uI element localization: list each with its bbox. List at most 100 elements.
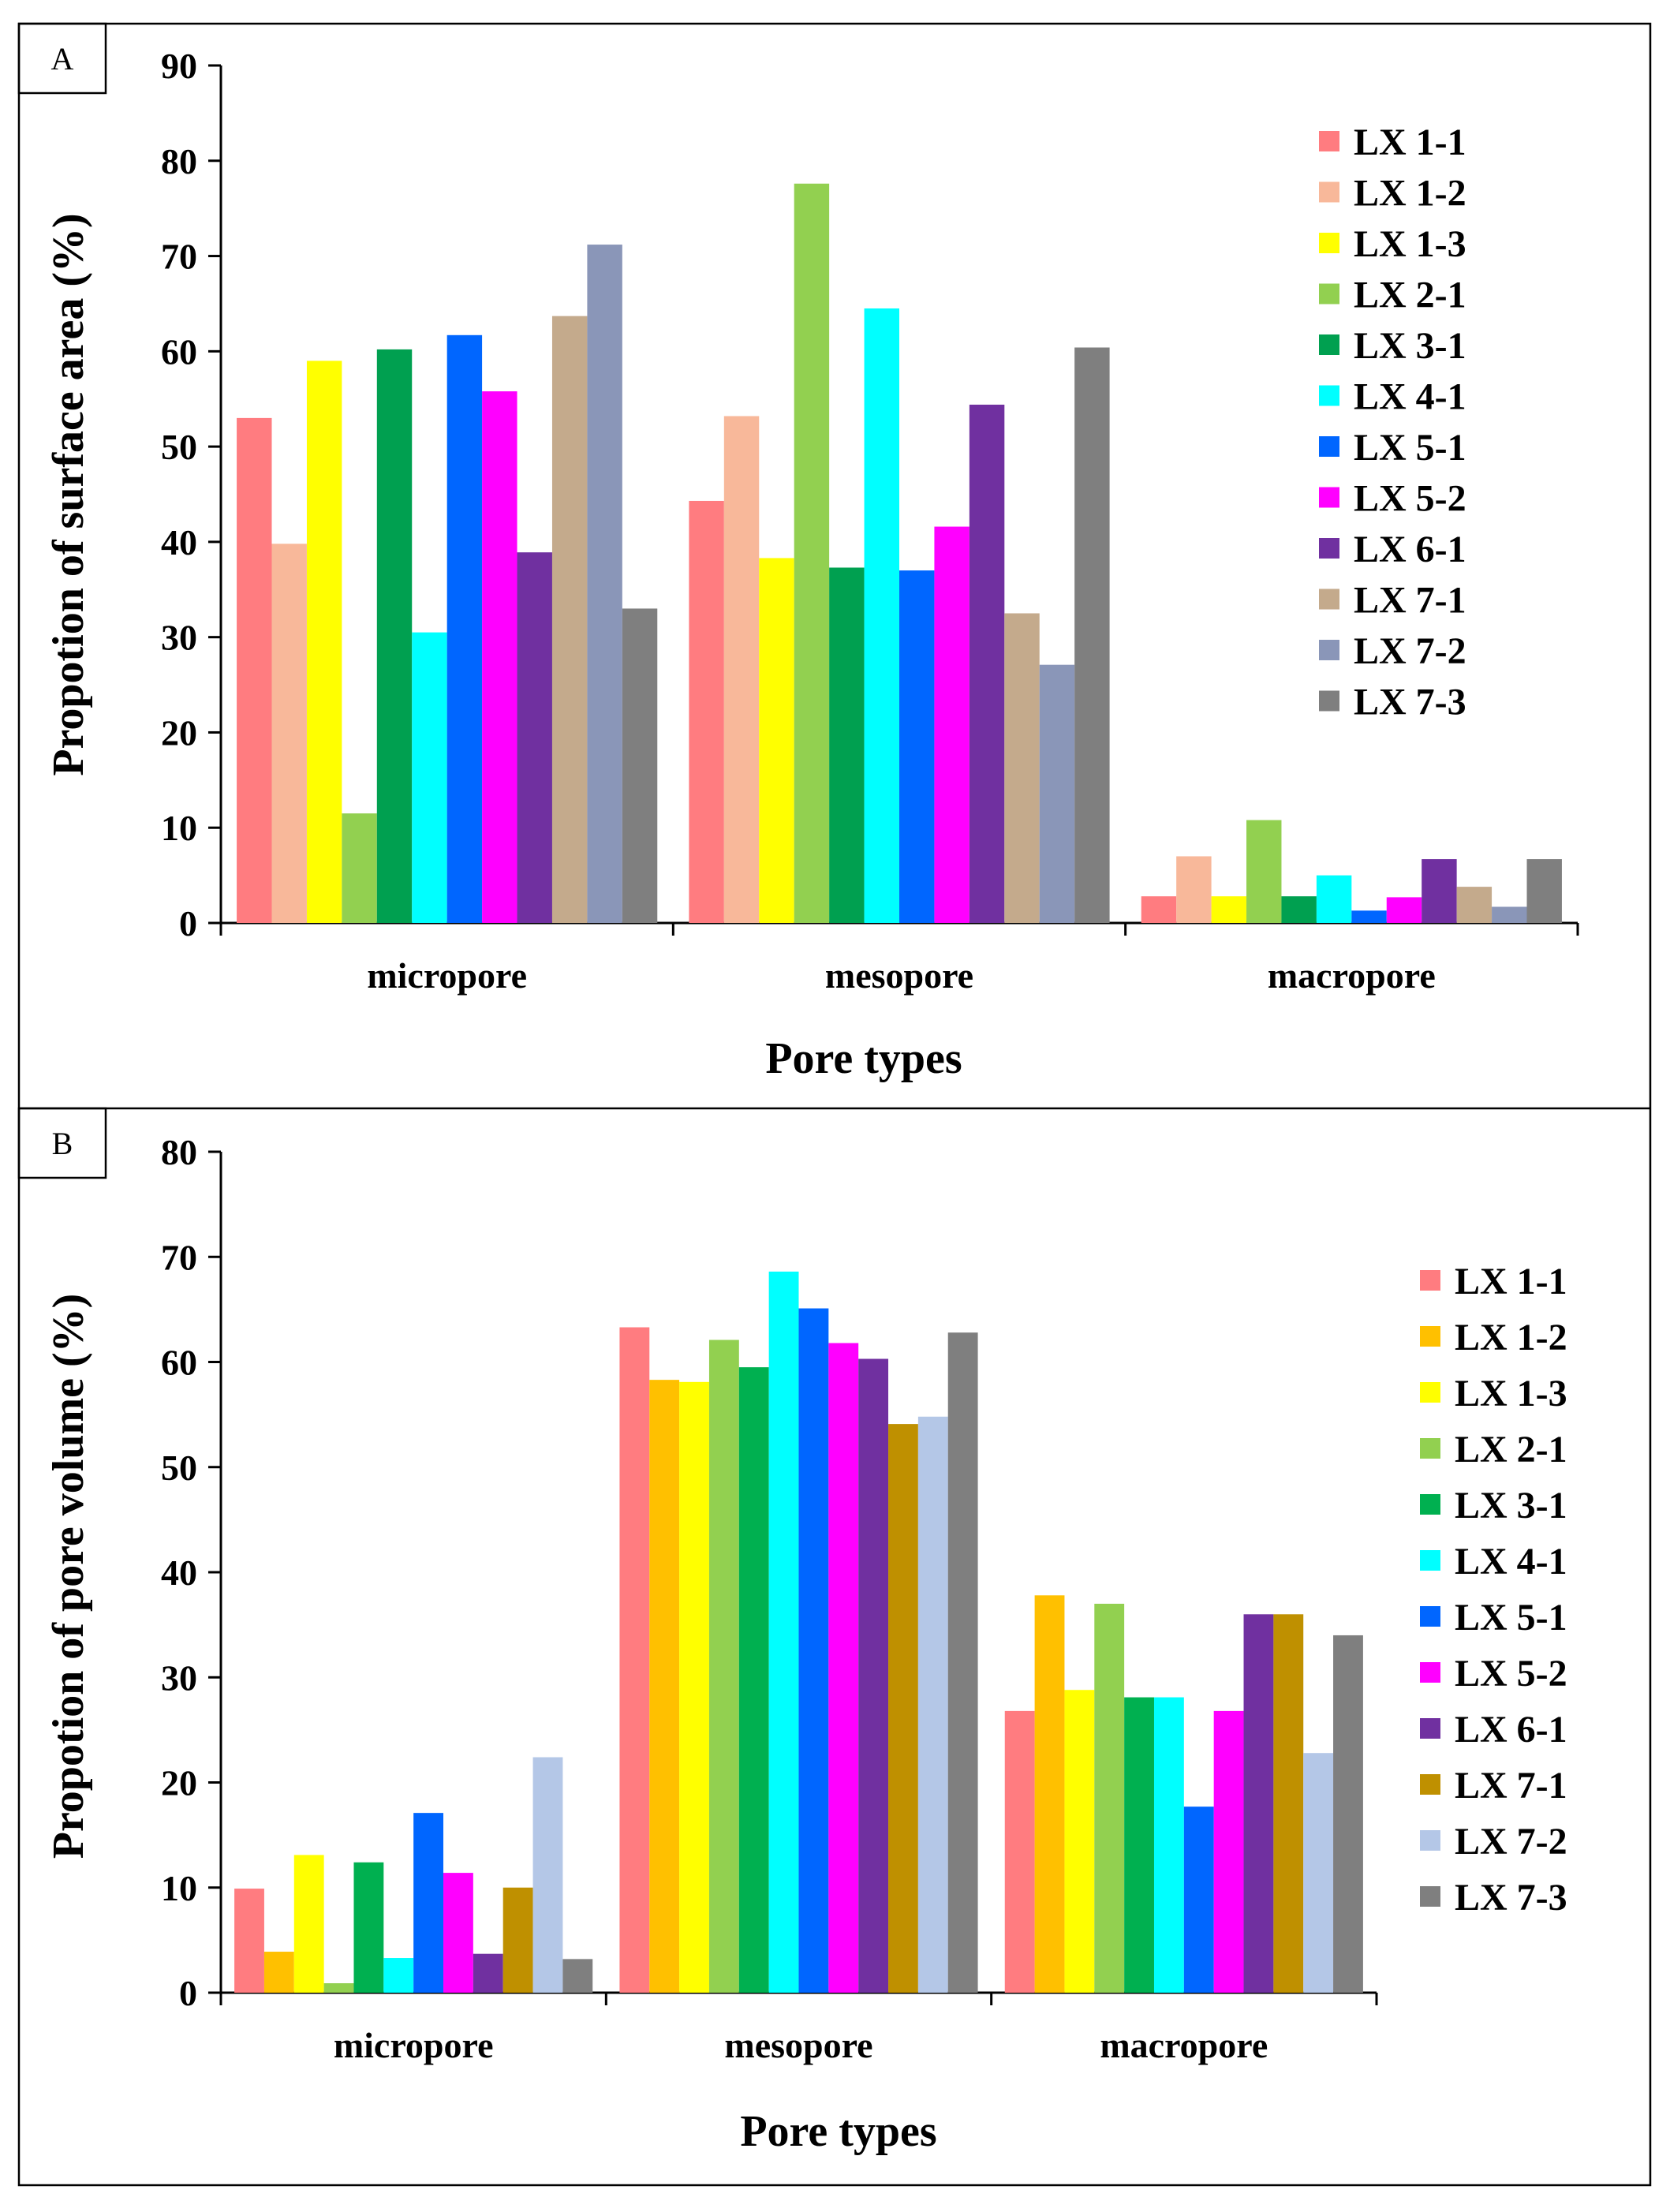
chart-b-legend-swatch bbox=[1420, 1606, 1440, 1627]
chart-a-bar-lx4-1-micropore bbox=[412, 632, 447, 923]
chart-b-bar-lx3-1-micropore bbox=[353, 1862, 384, 1993]
panel-a-label: A bbox=[17, 22, 107, 95]
chart-a-legend-swatch bbox=[1319, 385, 1339, 406]
chart-b-bar-lx6-1-mesopore bbox=[858, 1358, 889, 1993]
chart-a-legend-swatch bbox=[1319, 538, 1339, 559]
chart-a-legend-label: LX 5-1 bbox=[1354, 427, 1466, 469]
chart-pore-volume: Propotion of pore volume (%) Pore types … bbox=[44, 1132, 1567, 2156]
chart-b-legend-label: LX 2-1 bbox=[1455, 1429, 1567, 1470]
chart-a-bar-lx7-1-micropore bbox=[551, 316, 588, 923]
chart-b-bar-lx2-1-mesopore bbox=[708, 1340, 739, 1993]
chart-a-legend-swatch bbox=[1319, 436, 1339, 457]
chart-a-legend-label: LX 1-3 bbox=[1354, 223, 1466, 265]
chart-b-ytick-label: 40 bbox=[161, 1553, 197, 1593]
chart-b-bar-lx7-3-mesopore bbox=[947, 1332, 978, 1993]
chart-a-bar-lx1-3-macropore bbox=[1211, 896, 1247, 923]
chart-a-bar-lx4-1-mesopore bbox=[864, 308, 899, 923]
chart-a-ytick-label: 20 bbox=[161, 712, 197, 753]
chart-b-legend-label: LX 5-2 bbox=[1455, 1653, 1567, 1694]
chart-b-category-label: micropore bbox=[334, 2025, 494, 2065]
chart-b-legend-swatch bbox=[1420, 1886, 1440, 1907]
chart-b-bar-lx1-3-mesopore bbox=[679, 1381, 709, 1993]
chart-a-bar-lx7-1-macropore bbox=[1456, 887, 1493, 923]
chart-b-legend-swatch bbox=[1420, 1438, 1440, 1459]
chart-b-xlabel: Pore types bbox=[740, 2107, 936, 2156]
chart-b-category-label: mesopore bbox=[724, 2025, 872, 2065]
chart-b-legend-label: LX 5-1 bbox=[1455, 1597, 1567, 1638]
chart-b-bar-lx5-1-micropore bbox=[413, 1813, 444, 1993]
panel-b-label: B bbox=[17, 1107, 107, 1179]
chart-b-ytick-label: 80 bbox=[161, 1132, 197, 1172]
chart-a-bar-lx3-1-macropore bbox=[1281, 896, 1317, 923]
chart-b-bar-lx4-1-macropore bbox=[1153, 1697, 1184, 1993]
chart-a-bar-lx7-2-macropore bbox=[1492, 906, 1527, 923]
chart-a-bar-lx5-1-micropore bbox=[446, 334, 483, 923]
chart-a-ytick-label: 30 bbox=[161, 618, 197, 658]
svg-text:A: A bbox=[51, 41, 74, 77]
chart-b-bar-lx5-2-mesopore bbox=[828, 1343, 859, 1993]
chart-a-bar-lx6-1-macropore bbox=[1422, 859, 1457, 923]
chart-b-bar-lx5-1-mesopore bbox=[798, 1308, 829, 1993]
chart-a-bar-lx6-1-mesopore bbox=[969, 404, 1005, 923]
chart-a-bar-lx1-2-micropore bbox=[271, 544, 307, 923]
chart-b-legend-label: LX 4-1 bbox=[1455, 1541, 1567, 1582]
chart-a-category-label: micropore bbox=[367, 955, 527, 996]
chart-b-ylabel: Propotion of pore volume (%) bbox=[44, 1294, 93, 1859]
chart-b-bar-lx1-1-micropore bbox=[234, 1889, 264, 1993]
chart-b-bar-lx7-3-micropore bbox=[562, 1959, 593, 1993]
chart-a-ytick-label: 40 bbox=[161, 522, 197, 562]
chart-surface-area: Propotion of surface area (%) Pore types… bbox=[44, 46, 1579, 1083]
chart-a-legend-label: LX 4-1 bbox=[1354, 376, 1466, 418]
chart-b-bar-lx1-2-mesopore bbox=[649, 1380, 680, 1993]
chart-b-bar-lx6-1-macropore bbox=[1243, 1614, 1274, 1993]
chart-b-bar-lx1-2-micropore bbox=[263, 1952, 294, 1993]
chart-b-legend-label: LX 7-1 bbox=[1455, 1765, 1567, 1807]
chart-b-legend-swatch bbox=[1420, 1718, 1440, 1739]
chart-b-category-label: macropore bbox=[1100, 2025, 1268, 2065]
chart-b-bar-lx7-2-micropore bbox=[532, 1757, 563, 1993]
chart-a-legend-label: LX 2-1 bbox=[1354, 275, 1466, 316]
chart-a-legend-label: LX 3-1 bbox=[1354, 325, 1466, 367]
chart-b-ytick-label: 10 bbox=[161, 1868, 197, 1908]
chart-a-bar-lx2-1-micropore bbox=[342, 813, 377, 923]
chart-a-legend-label: LX 1-2 bbox=[1354, 173, 1466, 215]
chart-a-bar-lx1-1-macropore bbox=[1141, 896, 1177, 923]
chart-b-ytick-label: 50 bbox=[161, 1448, 197, 1488]
chart-a-bar-lx2-1-mesopore bbox=[794, 183, 830, 923]
chart-a-bar-lx6-1-micropore bbox=[517, 552, 552, 923]
chart-b-bar-lx7-2-mesopore bbox=[917, 1416, 948, 1993]
chart-a-bar-lx2-1-macropore bbox=[1246, 820, 1282, 923]
chart-b-bar-lx7-1-macropore bbox=[1273, 1614, 1304, 1993]
chart-b-legend-label: LX 6-1 bbox=[1455, 1709, 1567, 1751]
chart-b-ytick-label: 30 bbox=[161, 1657, 197, 1698]
chart-b-bar-lx7-2-macropore bbox=[1303, 1753, 1334, 1993]
chart-a-legend: LX 1-1 LX 1-2 LX 1-3 LX 2-1 LX 3-1 LX 4-1 LX 5… bbox=[1319, 121, 1466, 723]
chart-a-ytick-label: 10 bbox=[161, 808, 197, 848]
chart-a-bar-lx4-1-macropore bbox=[1316, 875, 1352, 923]
chart-a-bar-lx7-3-micropore bbox=[622, 608, 658, 923]
chart-b-bar-lx4-1-micropore bbox=[383, 1958, 414, 1993]
chart-b-bar-lx1-1-mesopore bbox=[619, 1327, 650, 1993]
chart-b-bar-lx5-1-macropore bbox=[1183, 1807, 1214, 1993]
chart-b-bar-lx1-3-macropore bbox=[1064, 1690, 1095, 1993]
chart-a-legend-swatch bbox=[1319, 487, 1339, 508]
chart-b-bar-lx6-1-micropore bbox=[473, 1953, 503, 1993]
chart-b-bar-lx3-1-mesopore bbox=[738, 1367, 769, 1993]
chart-a-bar-lx7-3-macropore bbox=[1526, 859, 1562, 923]
chart-b-legend-swatch bbox=[1420, 1382, 1440, 1403]
chart-a-bar-lx5-2-micropore bbox=[482, 391, 517, 923]
chart-a-legend-label: LX 7-1 bbox=[1354, 580, 1466, 622]
chart-b-axes: 0 10 20 30 40 50 60 70 80 micropore mesopore macrop… bbox=[161, 1132, 1378, 2065]
chart-b-bar-lx7-1-mesopore bbox=[888, 1424, 918, 1993]
chart-a-bars bbox=[237, 183, 1562, 924]
chart-b-bar-lx2-1-macropore bbox=[1094, 1603, 1125, 1993]
chart-a-bar-lx7-1-mesopore bbox=[1004, 613, 1040, 923]
chart-b-legend-label: LX 7-3 bbox=[1455, 1877, 1567, 1919]
chart-b-legend-label: LX 3-1 bbox=[1455, 1485, 1567, 1526]
chart-b-ytick-label: 60 bbox=[161, 1343, 197, 1383]
chart-b-legend-swatch bbox=[1420, 1494, 1440, 1515]
chart-a-ylabel: Propotion of surface area (%) bbox=[44, 213, 93, 775]
chart-a-bar-lx7-2-micropore bbox=[587, 245, 622, 923]
chart-a-ytick-label: 80 bbox=[161, 141, 197, 181]
